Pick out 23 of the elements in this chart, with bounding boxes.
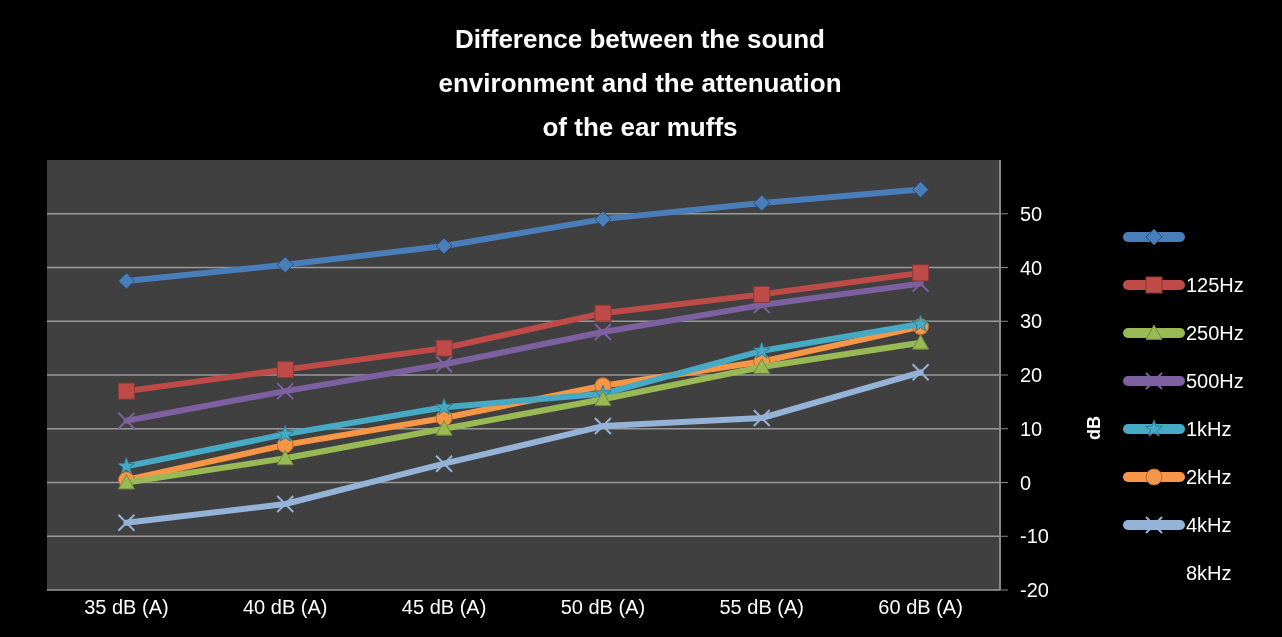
x-tick-label: 35 dB (A) — [84, 596, 169, 618]
x-tick-label: 50 dB (A) — [560, 596, 646, 618]
y-tick-label: 50 — [1020, 202, 1043, 225]
y-tick-label: 10 — [1020, 417, 1043, 440]
y-axis-title: dB — [1084, 416, 1104, 440]
y-tick-label: 20 — [1020, 364, 1043, 386]
chart-title: Difference between the sound environment and the attenuation of the ear muffs — [438, 24, 842, 142]
legend-label: 4kHz — [1186, 514, 1232, 536]
y-tick-label: -20 — [1020, 579, 1049, 601]
y-tick-label: 30 — [1020, 310, 1043, 333]
legend-label: 250Hz — [1186, 322, 1244, 344]
y-tick-label: 0 — [1020, 471, 1032, 494]
y-tick-label: 40 — [1020, 256, 1043, 279]
x-tick-label: 55 dB (A) — [719, 596, 804, 618]
legend-label: 500Hz — [1186, 370, 1244, 392]
legend-label: 1kHz — [1186, 418, 1232, 440]
y-tick-label: -10 — [1020, 525, 1049, 548]
x-tick-label: 60 dB (A) — [878, 596, 963, 618]
x-tick-label: 40 dB (A) — [243, 596, 328, 618]
x-tick-label: 45 dB (A) — [401, 596, 487, 618]
legend-label: 2kHz — [1186, 466, 1232, 488]
text: 8kHz — [1186, 562, 1232, 584]
legend-label: 125Hz — [1186, 274, 1244, 296]
